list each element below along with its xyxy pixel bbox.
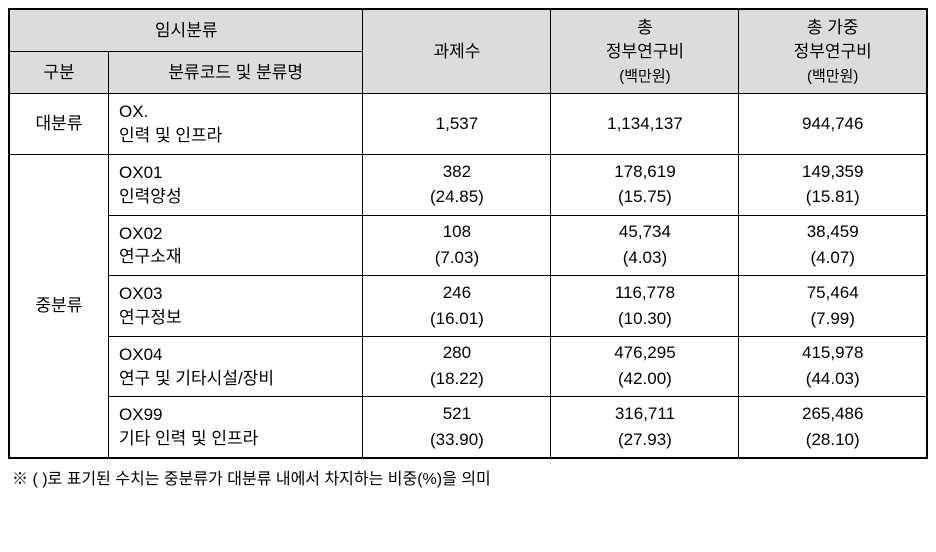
cell-count_pct: (18.22): [363, 367, 551, 397]
header-task-count: 과제수: [363, 9, 551, 94]
table-row-mid: OX99기타 인력 및 인프라521316,711265,486: [9, 397, 927, 427]
cell-count-value: 108: [363, 215, 551, 245]
cell-gov-major: 1,134,137: [551, 94, 739, 155]
cell-gov-value: 316,711: [551, 397, 739, 427]
cell-count-value: 521: [363, 397, 551, 427]
footnote-text: ※ ( )로 표기된 수치는 중분류가 대분류 내에서 차지하는 비중(%)을 …: [8, 465, 928, 489]
cell-gubun-mid: 중분류: [9, 154, 109, 457]
cell-weighted_pct: (28.10): [739, 427, 927, 458]
cell-weighted-value: 149,359: [739, 154, 927, 184]
cell-code-major: OX. 인력 및 인프라: [109, 94, 363, 155]
cell-count_pct: (33.90): [363, 427, 551, 458]
cell-weighted-value: 38,459: [739, 215, 927, 245]
header-total-gov: 총 정부연구비 (백만원): [551, 9, 739, 94]
cell-gov-value: 45,734: [551, 215, 739, 245]
cell-gubun-major: 대분류: [9, 94, 109, 155]
cell-weighted-value: 415,978: [739, 336, 927, 366]
cell-code-mid: OX02연구소재: [109, 215, 363, 276]
table-row-mid: OX02연구소재10845,73438,459: [9, 215, 927, 245]
cell-count-value: 280: [363, 336, 551, 366]
table-row-mid: 중분류OX01인력양성382178,619149,359: [9, 154, 927, 184]
cell-weighted-value: 265,486: [739, 397, 927, 427]
cell-gov_pct: (10.30): [551, 306, 739, 336]
cell-count_pct: (24.85): [363, 185, 551, 215]
cell-gov-value: 116,778: [551, 276, 739, 306]
cell-count_pct: (7.03): [363, 245, 551, 275]
cell-weighted-value: 75,464: [739, 276, 927, 306]
cell-count-major: 1,537: [363, 94, 551, 155]
cell-weighted_pct: (7.99): [739, 306, 927, 336]
cell-gov_pct: (4.03): [551, 245, 739, 275]
cell-code-mid: OX03연구정보: [109, 276, 363, 337]
header-code-name: 분류코드 및 분류명: [109, 52, 363, 94]
table-row-mid: OX04연구 및 기타시설/장비280476,295415,978: [9, 336, 927, 366]
cell-weighted_pct: (44.03): [739, 367, 927, 397]
cell-gov-value: 476,295: [551, 336, 739, 366]
table-row-mid: OX03연구정보246116,77875,464: [9, 276, 927, 306]
cell-gov-value: 178,619: [551, 154, 739, 184]
cell-code-mid: OX04연구 및 기타시설/장비: [109, 336, 363, 397]
table-body: 대분류 OX. 인력 및 인프라 1,537 1,134,137 944,746…: [9, 94, 927, 458]
cell-gov_pct: (42.00): [551, 367, 739, 397]
cell-code-mid: OX99기타 인력 및 인프라: [109, 397, 363, 458]
classification-table: 임시분류 과제수 총 정부연구비 (백만원) 총 가중 정부연구비 (백만원) …: [8, 8, 928, 459]
cell-weighted-major: 944,746: [739, 94, 927, 155]
table-row-major: 대분류 OX. 인력 및 인프라 1,537 1,134,137 944,746: [9, 94, 927, 155]
cell-code-mid: OX01인력양성: [109, 154, 363, 215]
cell-gov_pct: (27.93): [551, 427, 739, 458]
header-total-weighted: 총 가중 정부연구비 (백만원): [739, 9, 927, 94]
cell-count-value: 382: [363, 154, 551, 184]
cell-count_pct: (16.01): [363, 306, 551, 336]
cell-count-value: 246: [363, 276, 551, 306]
cell-gov_pct: (15.75): [551, 185, 739, 215]
cell-weighted_pct: (4.07): [739, 245, 927, 275]
cell-weighted_pct: (15.81): [739, 185, 927, 215]
header-temp-class: 임시분류: [9, 9, 363, 52]
header-gubun: 구분: [9, 52, 109, 94]
